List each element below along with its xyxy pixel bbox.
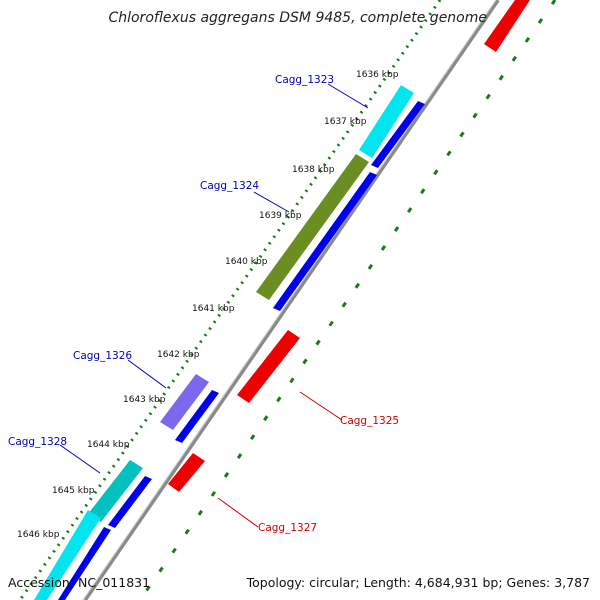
gene-label-cagg-1327[interactable]: Cagg_1327 — [258, 522, 317, 534]
forward-cds-track — [58, 101, 425, 600]
gene-labels: Cagg_1323 Cagg_1324 Cagg_1325 Cagg_1326 … — [8, 74, 399, 534]
gene-label-cagg-1323[interactable]: Cagg_1323 — [275, 74, 334, 86]
cds-reverse[interactable] — [484, 0, 530, 52]
accession-label: Accession: NC_011831 — [8, 575, 150, 590]
kbp-label: 1644 kbp — [87, 440, 130, 450]
leader-cagg-1328 — [59, 444, 101, 474]
cds-reverse[interactable] — [237, 330, 300, 403]
genome-backbone — [83, 0, 500, 600]
map-title: Chloroflexus aggregans DSM 9485, complet… — [108, 10, 487, 26]
gene-bar-cagg-1326[interactable] — [160, 374, 209, 430]
leader-cagg-1325 — [299, 391, 343, 421]
kbp-label: 1645 kbp — [52, 486, 95, 496]
kbp-label: 1636 kbp — [356, 70, 399, 80]
kbp-label: 1639 kbp — [259, 211, 302, 221]
gene-bar-cagg-1323[interactable] — [359, 85, 414, 158]
gene-feature-track — [34, 85, 414, 600]
gene-label-cagg-1324[interactable]: Cagg_1324 — [200, 180, 259, 192]
topology-label: Topology: circular; Length: 4,684,931 bp… — [246, 575, 590, 590]
gene-bar-cyan[interactable] — [34, 510, 101, 600]
leader-cagg-1324 — [253, 191, 290, 213]
gene-label-cagg-1325[interactable]: Cagg_1325 — [340, 415, 399, 427]
kbp-label: 1646 kbp — [17, 530, 60, 540]
leader-cagg-1327 — [217, 497, 259, 528]
kbp-label: 1640 kbp — [225, 257, 268, 267]
cds-forward[interactable] — [371, 101, 425, 168]
kbp-label: 1638 kbp — [292, 165, 335, 175]
leader-cagg-1323 — [327, 83, 369, 109]
leader-cagg-1326 — [127, 359, 167, 389]
cds-forward[interactable] — [58, 527, 111, 600]
genome-backbone-highlight — [82, 0, 497, 600]
reverse-cds-track — [168, 0, 530, 492]
cds-forward[interactable] — [175, 390, 219, 443]
gene-label-leaders — [59, 83, 369, 528]
kbp-label: 1641 kbp — [192, 304, 235, 314]
kbp-label: 1637 kbp — [324, 117, 367, 127]
outer-tick-track — [18, 0, 442, 600]
kbp-label: 1642 kbp — [157, 350, 200, 360]
cds-forward[interactable] — [273, 172, 377, 311]
cds-forward[interactable] — [108, 476, 152, 528]
inner-tick-track — [138, 0, 557, 600]
gene-label-cagg-1326[interactable]: Cagg_1326 — [73, 350, 132, 362]
kbp-labels: 1636 kbp 1637 kbp 1638 kbp 1639 kbp 1640… — [17, 70, 399, 540]
gene-bar-cagg-1328[interactable] — [88, 460, 143, 522]
gene-bar-cagg-1324[interactable] — [256, 154, 369, 300]
cds-reverse[interactable] — [168, 453, 205, 492]
gene-label-cagg-1328[interactable]: Cagg_1328 — [8, 436, 67, 448]
kbp-label: 1643 kbp — [123, 395, 166, 405]
